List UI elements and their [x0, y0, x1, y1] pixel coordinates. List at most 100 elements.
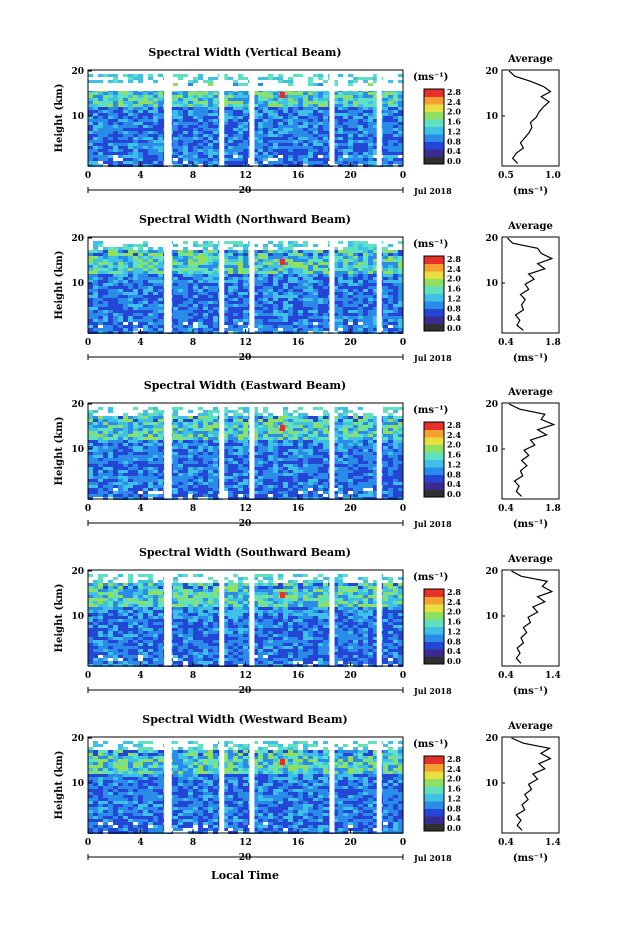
heatmap-cell — [348, 143, 353, 146]
heatmap-cell — [208, 110, 213, 113]
heatmap-cell — [383, 301, 388, 304]
heatmap-cell — [288, 295, 293, 298]
heatmap-cell — [333, 322, 338, 325]
heatmap-cell — [368, 104, 373, 107]
heatmap-cell — [358, 143, 363, 146]
heatmap-cell — [258, 259, 263, 262]
heatmap-cell — [333, 286, 338, 289]
heatmap-cell — [98, 434, 103, 437]
heatmap-cell — [313, 161, 318, 164]
heatmap-cell — [98, 407, 103, 410]
heatmap-cell — [293, 277, 298, 280]
heatmap-cell — [373, 425, 378, 428]
heatmap-cell — [238, 452, 243, 455]
heatmap-cell — [333, 98, 338, 101]
heatmap-cell — [368, 298, 373, 301]
heatmap-cell — [308, 464, 313, 467]
heatmap-cell — [233, 443, 238, 446]
heatmap-cell — [103, 473, 108, 476]
heatmap-cell — [383, 449, 388, 452]
heatmap-cell — [203, 295, 208, 298]
heatmap-cell — [278, 119, 283, 122]
heatmap-cell — [193, 140, 198, 143]
heatmap-cell — [283, 295, 288, 298]
heatmap-cell — [118, 292, 123, 295]
heatmap-cell — [313, 422, 318, 425]
heatmap-cell — [338, 277, 343, 280]
heatmap-cell — [198, 434, 203, 437]
heatmap-cell — [183, 125, 188, 128]
heatmap-cell — [323, 452, 328, 455]
heatmap-cell — [303, 137, 308, 140]
heatmap-cell — [98, 128, 103, 131]
heatmap-cell — [143, 268, 148, 271]
heatmap-cell — [118, 134, 123, 137]
heatmap-cell — [143, 458, 148, 461]
heatmap-cell — [298, 158, 303, 161]
heatmap-cell — [213, 313, 218, 316]
heatmap-cell — [128, 449, 133, 452]
heatmap-cell — [398, 271, 403, 274]
heatmap-cell — [298, 253, 303, 256]
heatmap-cell — [273, 328, 278, 331]
heatmap-cell — [173, 310, 178, 313]
heatmap-cell — [193, 328, 198, 331]
heatmap-cell — [343, 434, 348, 437]
heatmap-cell — [213, 158, 218, 161]
heatmap-cell — [258, 262, 263, 265]
heatmap-cell — [108, 437, 113, 440]
heatmap-cell — [383, 316, 388, 319]
heatmap-cell — [153, 253, 158, 256]
heatmap-cell — [303, 244, 308, 247]
heatmap-cell — [193, 304, 198, 307]
heatmap-cell — [363, 262, 368, 265]
heatmap-cell — [183, 307, 188, 310]
heatmap-cell — [88, 107, 93, 110]
heatmap-cell — [173, 322, 178, 325]
heatmap-cell — [323, 434, 328, 437]
heatmap-cell — [118, 107, 123, 110]
heatmap-cell — [188, 410, 193, 413]
heatmap-cell — [183, 74, 188, 77]
heatmap-cell — [393, 268, 398, 271]
heatmap-cell — [143, 101, 148, 104]
heatmap-cell — [383, 431, 388, 434]
heatmap-cell — [343, 283, 348, 286]
heatmap-cell — [338, 298, 343, 301]
heatmap-cell — [143, 134, 148, 137]
heatmap-cell — [118, 437, 123, 440]
heatmap-cell — [313, 262, 318, 265]
heatmap-cell — [133, 155, 138, 158]
heatmap-cell — [123, 328, 128, 331]
heatmap-cell — [103, 74, 108, 77]
heatmap-cell — [318, 277, 323, 280]
heatmap-cell — [308, 152, 313, 155]
heatmap-cell — [353, 131, 358, 134]
heatmap-cell — [233, 259, 238, 262]
heatmap-cell — [313, 280, 318, 283]
heatmap-cell — [128, 298, 133, 301]
heatmap-cell — [188, 416, 193, 419]
heatmap-cell — [278, 298, 283, 301]
heatmap-cell — [343, 319, 348, 322]
heatmap-cell — [208, 295, 213, 298]
heatmap-cell — [233, 146, 238, 149]
heatmap-cell — [258, 134, 263, 137]
heatmap-cell — [258, 322, 263, 325]
heatmap-cell — [138, 110, 143, 113]
heatmap-cell — [303, 256, 308, 259]
heatmap-cell — [158, 325, 163, 328]
heatmap-cell — [358, 116, 363, 119]
heatmap-cell — [268, 152, 273, 155]
heatmap-cell — [228, 274, 233, 277]
heatmap-cell — [263, 122, 268, 125]
heatmap-cell — [323, 443, 328, 446]
heatmap-cell — [343, 413, 348, 416]
heatmap-cell — [238, 431, 243, 434]
heatmap-cell — [353, 277, 358, 280]
heatmap-cell — [123, 110, 128, 113]
heatmap-cell — [263, 134, 268, 137]
heatmap-cell — [123, 98, 128, 101]
heatmap-cell — [293, 98, 298, 101]
heatmap-cell — [363, 122, 368, 125]
